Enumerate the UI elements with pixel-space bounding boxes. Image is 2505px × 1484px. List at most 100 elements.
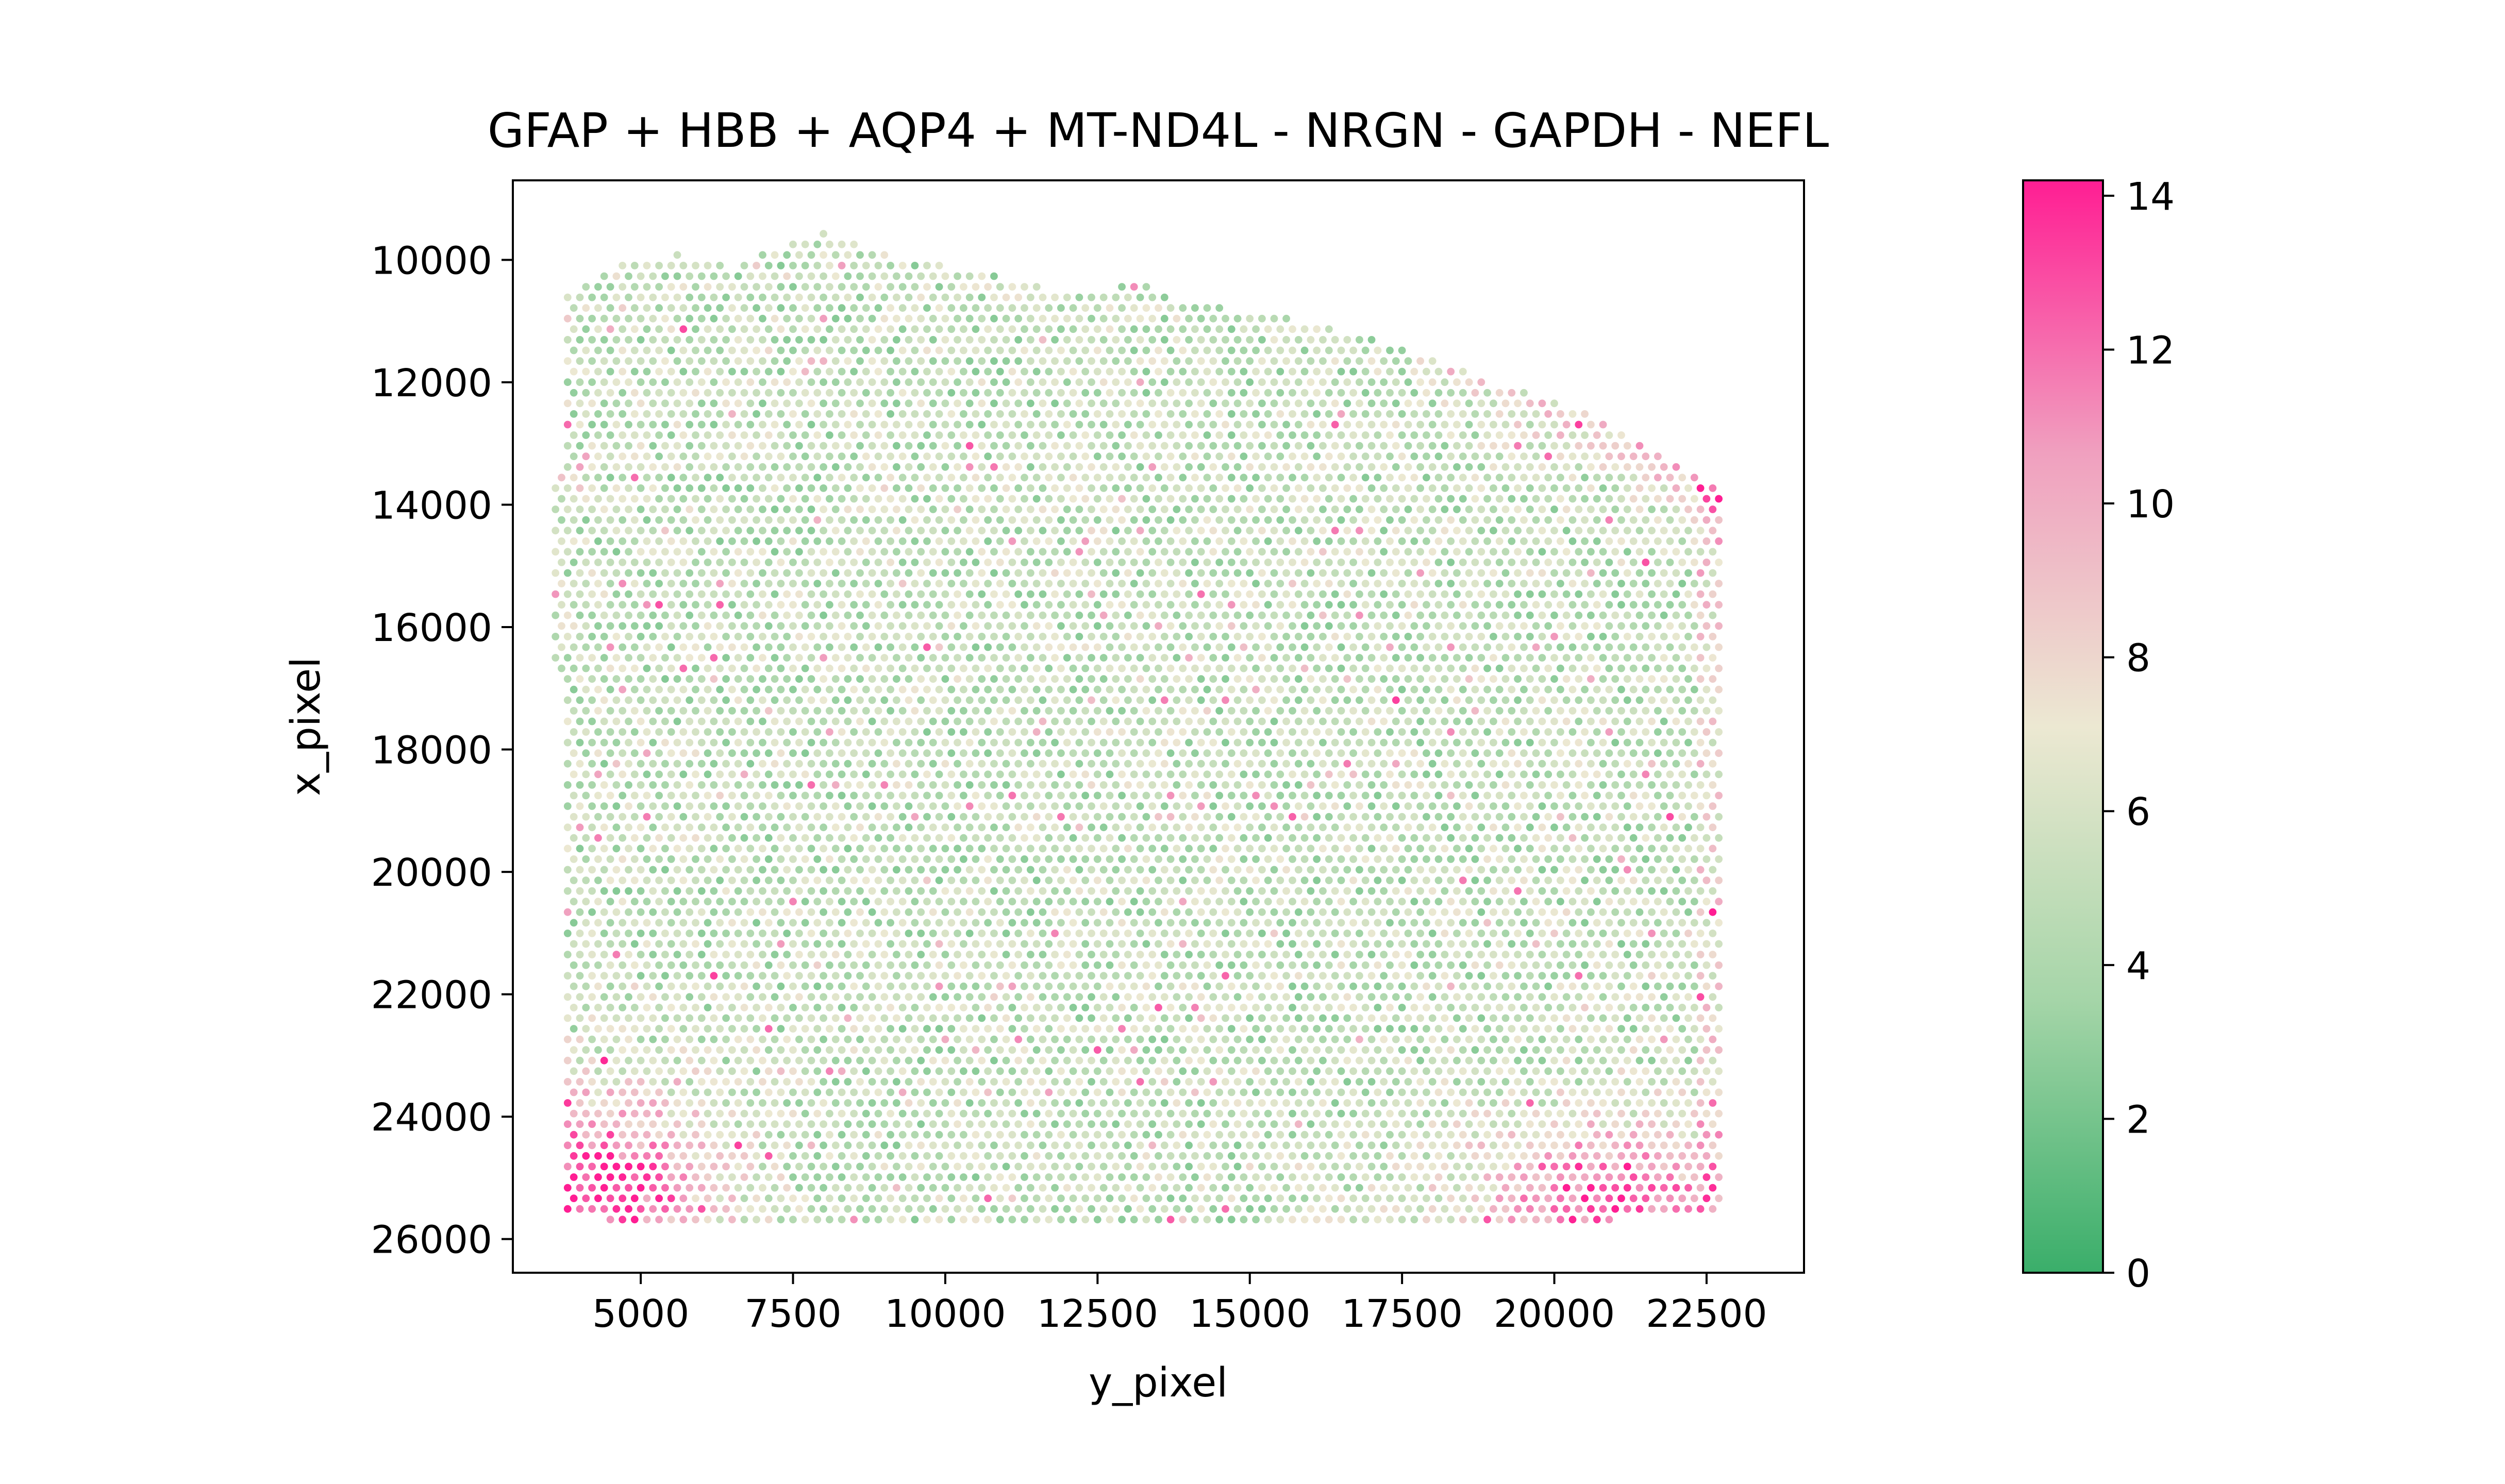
spot xyxy=(929,802,937,810)
spot xyxy=(625,293,632,301)
spot xyxy=(1678,601,1686,609)
spot xyxy=(1313,325,1321,333)
spot xyxy=(1057,367,1065,376)
spot xyxy=(552,590,560,598)
spot xyxy=(746,866,755,874)
spot xyxy=(606,813,614,821)
spot xyxy=(1014,336,1023,344)
spot xyxy=(1709,505,1717,513)
spot xyxy=(734,633,742,640)
spot xyxy=(1209,717,1217,726)
spot xyxy=(911,304,919,312)
spot xyxy=(1118,346,1126,355)
spot xyxy=(923,685,931,694)
spot xyxy=(740,367,748,376)
spot xyxy=(947,431,956,439)
spot xyxy=(759,866,766,874)
spot xyxy=(1654,601,1662,609)
spot xyxy=(582,304,590,312)
spot xyxy=(1197,548,1205,556)
spot xyxy=(887,283,894,291)
spot xyxy=(813,452,822,461)
spot xyxy=(1021,367,1028,376)
spot xyxy=(679,855,688,863)
spot xyxy=(1605,791,1613,800)
spot xyxy=(1337,643,1345,651)
spot xyxy=(1325,367,1333,376)
spot xyxy=(1032,325,1041,333)
spot xyxy=(1045,452,1053,461)
spot xyxy=(990,569,998,577)
spot xyxy=(1142,474,1150,482)
spot xyxy=(1118,452,1126,461)
spot xyxy=(777,855,785,863)
spot xyxy=(911,622,919,630)
spot xyxy=(1441,399,1449,408)
spot xyxy=(1398,346,1406,355)
spot xyxy=(898,559,907,566)
spot xyxy=(1416,802,1425,810)
spot xyxy=(838,346,846,355)
spot xyxy=(1142,367,1150,376)
spot xyxy=(1307,548,1315,556)
spot xyxy=(1434,791,1443,800)
spot xyxy=(826,367,833,376)
spot xyxy=(588,781,596,789)
spot xyxy=(1654,622,1662,630)
spot xyxy=(1349,346,1358,355)
spot xyxy=(917,463,925,471)
spot xyxy=(795,336,803,344)
spot xyxy=(576,823,584,832)
spot xyxy=(1148,527,1157,535)
spot xyxy=(1185,823,1193,832)
spot xyxy=(1222,420,1229,429)
spot xyxy=(1416,696,1425,704)
spot xyxy=(935,431,943,439)
spot xyxy=(996,601,1004,609)
spot xyxy=(722,823,730,832)
spot xyxy=(1027,527,1034,535)
spot xyxy=(1264,728,1272,736)
spot xyxy=(1215,452,1224,461)
spot xyxy=(960,643,967,651)
spot xyxy=(917,696,925,704)
spot xyxy=(1325,452,1333,461)
spot xyxy=(1112,442,1120,450)
spot xyxy=(984,410,992,418)
spot xyxy=(1495,474,1504,482)
spot xyxy=(1045,770,1053,779)
spot xyxy=(600,484,608,492)
spot xyxy=(1709,675,1717,683)
spot xyxy=(1599,717,1607,726)
spot xyxy=(1112,802,1120,810)
spot xyxy=(612,866,621,874)
spot xyxy=(813,240,822,248)
spot xyxy=(630,834,639,842)
spot xyxy=(576,548,584,556)
spot xyxy=(558,516,565,524)
spot xyxy=(1593,685,1601,694)
spot xyxy=(1179,580,1187,587)
spot xyxy=(838,622,846,630)
spot xyxy=(746,420,755,429)
spot xyxy=(697,611,706,619)
spot xyxy=(941,357,949,365)
spot xyxy=(1423,664,1430,672)
spot xyxy=(807,823,815,832)
spot xyxy=(1209,654,1217,662)
spot xyxy=(1562,484,1571,492)
spot xyxy=(1215,855,1224,863)
spot xyxy=(813,283,822,291)
spot xyxy=(1252,770,1260,779)
spot xyxy=(1562,675,1571,683)
spot xyxy=(1593,855,1601,863)
spot xyxy=(1081,664,1090,672)
spot xyxy=(1313,749,1321,757)
spot xyxy=(576,314,584,323)
spot xyxy=(594,283,602,291)
spot xyxy=(1173,314,1181,323)
spot xyxy=(1142,495,1150,503)
spot xyxy=(984,367,992,376)
spot xyxy=(1562,781,1571,789)
spot xyxy=(1550,611,1558,619)
